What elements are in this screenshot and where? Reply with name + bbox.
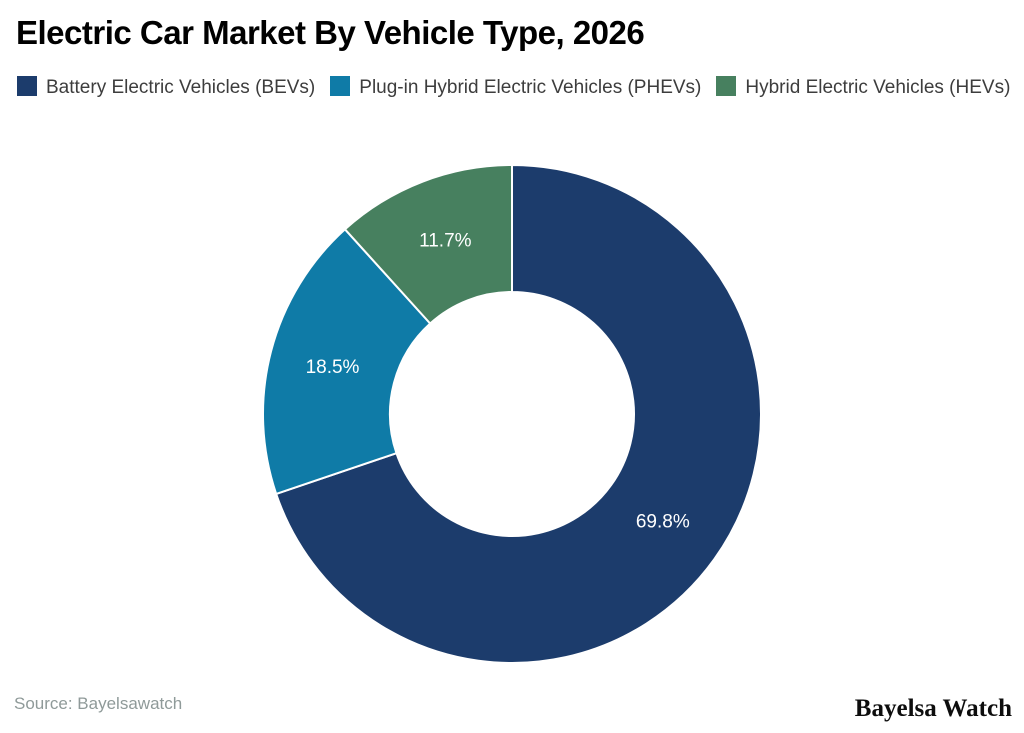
legend-item-2: Hybrid Electric Vehicles (HEVs) [701, 76, 1011, 98]
segment-value-label: 11.7% [419, 230, 472, 251]
segment-value-label: 18.5% [306, 357, 360, 378]
donut-chart: 69.8% 18.5% 11.7% [262, 164, 762, 664]
brand-text: Bayelsa Watch [854, 695, 1012, 722]
legend-item-1: Plug-in Hybrid Electric Vehicles (PHEVs) [315, 76, 702, 98]
chart-title: Electric Car Market By Vehicle Type, 202… [16, 14, 645, 51]
legend-swatch-icon [330, 76, 351, 96]
source-text: Source: Bayelsawatch [14, 694, 183, 713]
segment-value-label: 69.8% [636, 512, 690, 533]
legend-swatch-icon [17, 76, 37, 96]
legend-label: Plug-in Hybrid Electric Vehicles (PHEVs) [359, 77, 702, 98]
legend-label: Hybrid Electric Vehicles (HEVs) [745, 77, 1011, 98]
legend-label: Battery Electric Vehicles (BEVs) [46, 77, 316, 98]
legend-swatch-icon [716, 76, 737, 96]
donut-segment-0 [275, 164, 762, 664]
donut-segment-1 [262, 228, 432, 495]
legend-item-0: Battery Electric Vehicles (BEVs) [2, 76, 316, 98]
legend: Battery Electric Vehicles (BEVs) Plug-in … [2, 74, 1018, 102]
donut-segment-2 [344, 164, 513, 325]
